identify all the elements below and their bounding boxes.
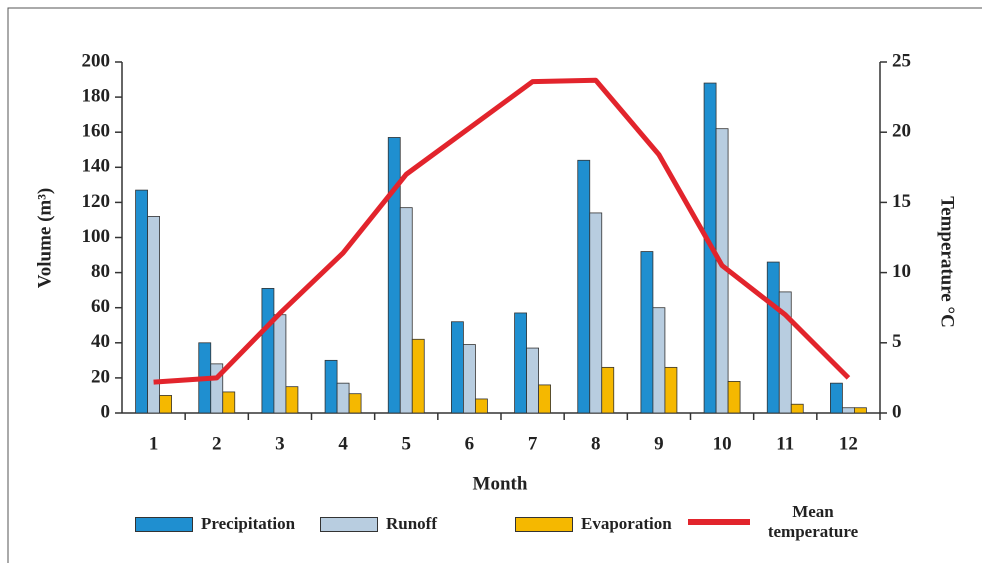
- bar: [664, 366, 678, 414]
- bar: [411, 338, 425, 414]
- bar: [135, 189, 148, 414]
- legend-swatch: [320, 516, 378, 532]
- bar: [577, 159, 591, 414]
- legend-label: Evaporation: [581, 514, 672, 533]
- x-tick-label: 11: [776, 433, 794, 454]
- bar: [538, 384, 551, 414]
- legend-item: Runoff: [320, 514, 437, 534]
- y2-tick-label: 15: [892, 191, 911, 212]
- bar: [727, 381, 741, 414]
- y-tick-label: 40: [91, 331, 110, 352]
- y-tick-label: 0: [101, 401, 111, 422]
- bar: [766, 261, 780, 414]
- x-axis-title: Month: [473, 473, 528, 494]
- y-axis-title: Volume (m³): [34, 188, 55, 289]
- y2-tick-label: 20: [892, 121, 911, 142]
- bar: [261, 287, 275, 414]
- x-tick-label: 10: [713, 433, 732, 454]
- x-tick-label: 3: [275, 433, 285, 454]
- legend-label: Runoff: [386, 514, 438, 533]
- bar: [324, 359, 338, 414]
- y-tick-label: 80: [91, 261, 110, 282]
- y-tick-label: 120: [82, 191, 111, 212]
- bar: [589, 212, 603, 414]
- bar: [601, 366, 615, 414]
- y-tick-label: 60: [91, 296, 110, 317]
- bar: [159, 395, 172, 414]
- y2-axis-title: Temperature °C: [937, 196, 958, 328]
- y2-tick-label: 0: [892, 401, 902, 422]
- y-tick-label: 180: [82, 85, 111, 106]
- y2-tick-label: 25: [892, 50, 911, 71]
- x-tick-label: 2: [212, 433, 222, 454]
- y2-tick-label: 10: [892, 261, 911, 282]
- legend-item: Evaporation: [515, 514, 672, 534]
- legend-swatch: [515, 516, 573, 532]
- bar: [463, 344, 476, 414]
- bar: [854, 407, 867, 414]
- bar: [842, 407, 855, 414]
- bar: [778, 291, 792, 414]
- bar: [790, 403, 804, 414]
- y-tick-label: 20: [91, 366, 110, 387]
- y-tick-label: 140: [82, 156, 111, 177]
- bar: [526, 347, 539, 414]
- x-tick-label: 6: [465, 433, 475, 454]
- x-tick-label: 12: [839, 433, 858, 454]
- legend-item: Precipitation: [135, 514, 295, 534]
- bar: [273, 314, 287, 414]
- line: [153, 77, 851, 385]
- bar: [387, 137, 401, 414]
- y2-tick-label: 5: [892, 331, 902, 352]
- bar: [652, 307, 666, 414]
- bar: [451, 321, 464, 414]
- legend-item: Mean temperature: [688, 502, 868, 542]
- legend-swatch: [688, 519, 750, 525]
- bar: [514, 312, 527, 414]
- x-tick-label: 9: [654, 433, 664, 454]
- x-tick-label: 4: [338, 433, 348, 454]
- x-tick-label: 7: [528, 433, 538, 454]
- frame: [7, 7, 982, 563]
- bar: [399, 207, 413, 414]
- bar: [336, 382, 350, 414]
- bar: [222, 391, 236, 414]
- y-tick-label: 100: [82, 226, 111, 247]
- bar: [285, 386, 299, 414]
- x-tick-label: 5: [402, 433, 412, 454]
- bar: [640, 251, 654, 414]
- y-tick-label: 160: [82, 121, 111, 142]
- legend-label: Mean temperature: [767, 502, 859, 541]
- bar: [348, 393, 362, 414]
- bar: [147, 216, 160, 414]
- bar: [830, 382, 843, 414]
- y-tick-label: 200: [82, 50, 111, 71]
- x-tick-label: 1: [149, 433, 159, 454]
- x-tick-label: 8: [591, 433, 601, 454]
- legend-swatch: [135, 516, 193, 532]
- legend-label: Precipitation: [201, 514, 296, 533]
- bar: [475, 398, 488, 414]
